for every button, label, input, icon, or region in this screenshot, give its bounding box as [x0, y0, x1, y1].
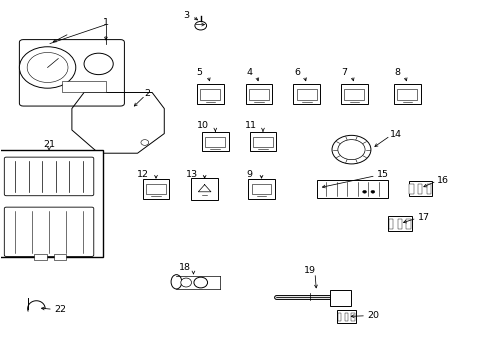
Bar — [387, 216, 411, 231]
Bar — [296, 89, 316, 100]
Text: 19: 19 — [304, 266, 316, 275]
Text: 22: 22 — [54, 305, 66, 314]
Bar — [247, 179, 274, 199]
Bar — [337, 310, 355, 323]
Bar — [205, 136, 225, 147]
Ellipse shape — [171, 275, 182, 289]
Text: 21: 21 — [43, 140, 55, 149]
Text: 3: 3 — [183, 11, 189, 20]
Text: 18: 18 — [179, 263, 191, 272]
Ellipse shape — [194, 277, 207, 288]
Text: 17: 17 — [417, 213, 429, 222]
Text: 6: 6 — [293, 68, 300, 77]
Bar — [0, 150, 102, 257]
Bar — [197, 85, 224, 104]
Bar — [340, 85, 367, 104]
Text: 4: 4 — [246, 68, 252, 77]
Bar — [62, 81, 106, 93]
Bar — [329, 290, 351, 306]
Bar — [351, 313, 354, 321]
Bar — [252, 136, 272, 147]
Text: 15: 15 — [376, 170, 388, 179]
Bar — [249, 132, 276, 151]
Bar — [251, 184, 271, 194]
Text: 16: 16 — [436, 176, 448, 185]
Bar — [344, 89, 364, 100]
Text: 20: 20 — [366, 311, 378, 320]
Bar — [337, 313, 341, 321]
Text: 2: 2 — [144, 89, 150, 98]
Text: 1: 1 — [102, 18, 109, 27]
Circle shape — [27, 53, 68, 82]
Circle shape — [195, 21, 206, 30]
Bar — [146, 184, 165, 194]
Circle shape — [362, 190, 366, 193]
Bar — [426, 184, 430, 194]
Text: 7: 7 — [341, 68, 347, 77]
FancyBboxPatch shape — [20, 40, 124, 106]
Bar — [317, 180, 387, 198]
Text: 9: 9 — [246, 170, 252, 179]
Bar — [344, 313, 347, 321]
Text: 10: 10 — [197, 121, 209, 130]
Text: 12: 12 — [137, 170, 149, 179]
Circle shape — [331, 135, 370, 164]
FancyBboxPatch shape — [4, 207, 94, 256]
Text: 11: 11 — [244, 121, 256, 130]
Bar — [142, 179, 169, 199]
Bar — [417, 184, 422, 194]
Bar — [393, 85, 420, 104]
Bar — [388, 219, 392, 229]
Bar — [248, 89, 268, 100]
Text: 13: 13 — [185, 170, 198, 179]
Bar — [408, 184, 413, 194]
Bar — [34, 254, 46, 260]
Bar — [202, 132, 228, 151]
Text: 5: 5 — [196, 68, 203, 77]
Bar — [200, 89, 220, 100]
Circle shape — [141, 140, 148, 145]
Bar — [397, 219, 401, 229]
Circle shape — [337, 140, 365, 159]
Bar — [191, 178, 218, 200]
FancyBboxPatch shape — [4, 157, 94, 196]
Ellipse shape — [181, 278, 191, 287]
Bar — [408, 181, 431, 197]
Circle shape — [370, 190, 374, 193]
Bar — [245, 85, 272, 104]
Bar — [406, 219, 410, 229]
Text: 8: 8 — [394, 68, 400, 77]
Text: 14: 14 — [389, 130, 402, 139]
Circle shape — [20, 47, 76, 88]
Bar — [293, 85, 320, 104]
Bar — [54, 254, 66, 260]
Circle shape — [84, 53, 113, 75]
Bar — [397, 89, 416, 100]
